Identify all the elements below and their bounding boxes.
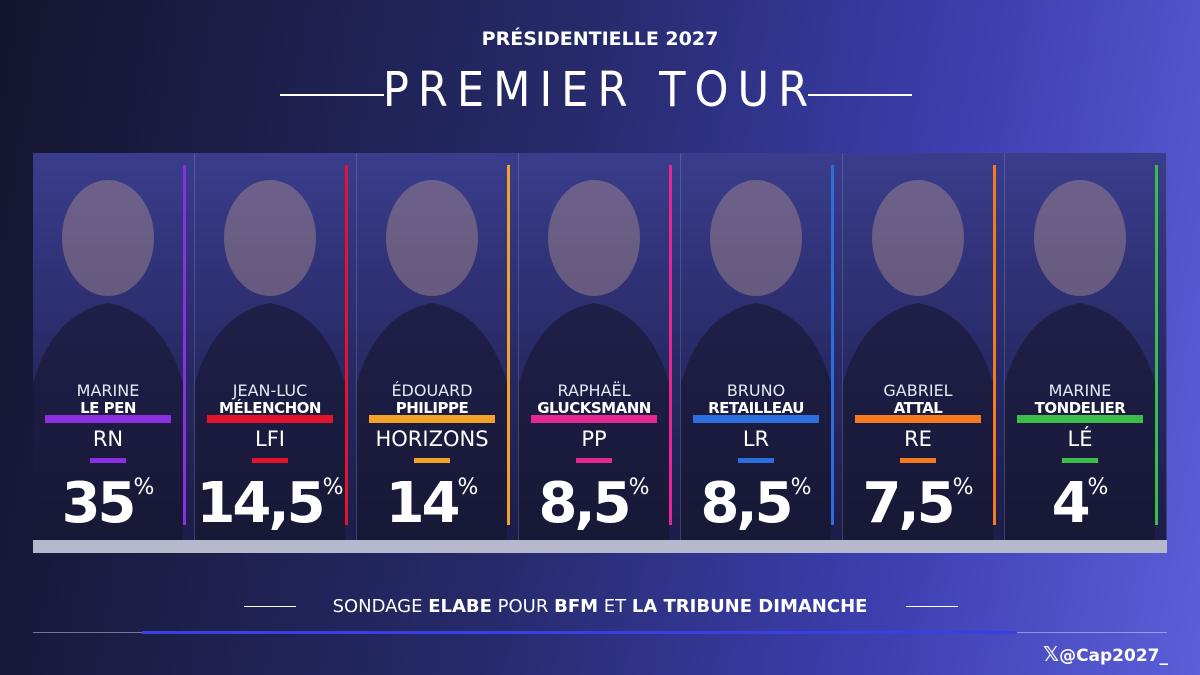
bottom-strip [33,540,1167,553]
score: 14,5% [195,471,345,536]
score-value: 35 [61,471,137,536]
footer-rule [906,606,958,607]
score-unit: % [790,475,812,500]
score-value: 8,5 [700,471,793,536]
color-line [831,165,834,525]
score-value: 8,5 [538,471,631,536]
source-part: BFM [554,596,599,617]
title-rule [808,94,912,96]
head [872,180,964,296]
name-bar [531,415,657,423]
name-bar [45,415,171,423]
score: 7,5% [843,471,993,536]
score: 8,5% [681,471,831,536]
first-name: BRUNO [726,381,786,400]
footer-rule [244,606,296,607]
first-name: JEAN-LUC [232,381,308,400]
head [710,180,802,296]
first-name: GABRIEL [883,381,953,400]
color-line [669,165,672,525]
color-line [1155,165,1158,525]
party-bar [414,458,450,463]
name-bar [369,415,495,423]
head [386,180,478,296]
score-unit: % [322,475,344,500]
party: LÉ [1067,427,1093,451]
last-name: GLUCKSMANN [537,399,651,417]
party-bar [738,458,774,463]
party: RE [904,427,932,451]
last-name: ATTAL [893,399,943,417]
score: 4% [1005,471,1155,536]
party-bar [576,458,612,463]
score-unit: % [952,475,974,500]
candidate-card: BRUNO RETAILLEAU LR 8,5% [681,153,843,540]
kicker: PRÉSIDENTIELLE 2027 [481,28,719,50]
name-bar [693,415,819,423]
first-name: MARINE [1048,381,1112,400]
score-value: 4 [1051,471,1091,536]
source-part: ET [598,596,632,617]
title: PREMIER TOUR [382,62,818,118]
score-unit: % [1087,475,1109,500]
head [224,180,316,296]
candidate-card: ÉDOUARD PHILIPPE HORIZONS 14% [357,153,519,540]
candidate-card: JEAN-LUC MÉLENCHON LFI 14,5% [195,153,357,540]
score: 35% [33,471,183,536]
party-bar [90,458,126,463]
footer-accent [142,631,1017,634]
x-logo: 𝕏 [1042,642,1060,666]
last-name: TONDELIER [1034,399,1126,417]
last-name: MÉLENCHON [219,399,321,417]
candidate-card: MARINE TONDELIER LÉ 4% [1005,153,1167,540]
name-bar [207,415,333,423]
color-line [183,165,186,525]
handle: 𝕏@Cap2027_ [1043,642,1168,666]
head [548,180,640,296]
last-name: RETAILLEAU [708,399,804,417]
party: RN [92,427,124,451]
handle-text: @Cap2027_ [1059,646,1168,666]
candidate-card: GABRIEL ATTAL RE 7,5% [843,153,1005,540]
source-part: SONDAGE [332,596,429,617]
score-unit: % [457,475,479,500]
candidate-card: MARINE LE PEN RN 35% [33,153,195,540]
source-part: LA TRIBUNE DIMANCHE [631,596,868,617]
name-bar [855,415,981,423]
head [1034,180,1126,296]
score-value: 14,5 [196,471,325,536]
score: 8,5% [519,471,669,536]
color-line [507,165,510,525]
source-part: ELABE [428,596,492,617]
first-name: RAPHAËL [557,381,631,400]
name-bar [1017,415,1143,423]
party-bar [252,458,288,463]
score-value: 7,5 [862,471,955,536]
head [62,180,154,296]
last-name: PHILIPPE [395,399,469,417]
party: LFI [255,427,285,451]
party: LR [742,427,770,451]
score: 14% [357,471,507,536]
color-line [993,165,996,525]
color-line [345,165,348,525]
score-unit: % [133,475,155,500]
score-value: 14 [385,471,461,536]
score-unit: % [628,475,650,500]
party-bar [1062,458,1098,463]
title-rule [280,94,384,96]
party-bar [900,458,936,463]
party: HORIZONS [375,427,489,451]
last-name: LE PEN [80,399,136,417]
candidate-card: RAPHAËL GLUCKSMANN PP 8,5% [519,153,681,540]
source: SONDAGE ELABE POUR BFM ET LA TRIBUNE DIM… [0,596,1200,617]
first-name: ÉDOUARD [391,381,473,400]
party: PP [581,427,607,451]
source-part: POUR [491,596,555,617]
first-name: MARINE [76,381,140,400]
